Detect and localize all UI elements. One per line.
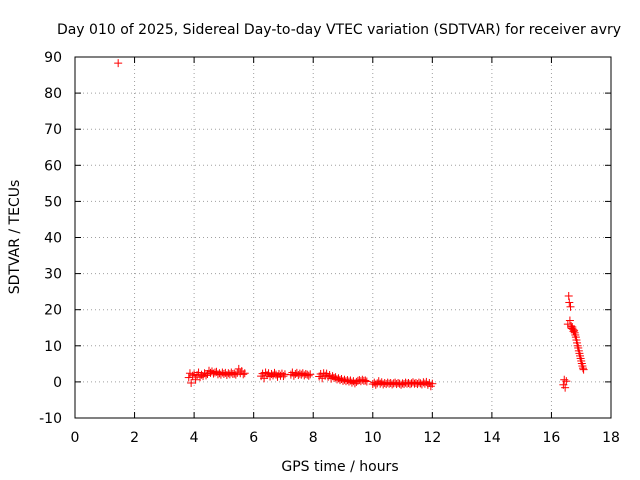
data-point bbox=[561, 383, 570, 392]
x-tick-label: 18 bbox=[602, 430, 620, 446]
y-tick-label: 80 bbox=[44, 86, 62, 102]
x-tick-label: 8 bbox=[309, 430, 318, 446]
data-point bbox=[560, 375, 569, 384]
data-point bbox=[565, 316, 574, 325]
y-tick-label: 20 bbox=[44, 303, 62, 319]
y-tick-label: 50 bbox=[44, 194, 62, 210]
data-point bbox=[564, 291, 573, 300]
chart-title: Day 010 of 2025, Sidereal Day-to-day VTE… bbox=[57, 22, 621, 38]
data-point bbox=[304, 371, 313, 380]
x-axis-label: GPS time / hours bbox=[281, 459, 398, 475]
x-tick-label: 4 bbox=[190, 430, 199, 446]
data-point bbox=[563, 320, 572, 329]
data-points bbox=[114, 59, 588, 392]
data-point bbox=[570, 328, 579, 337]
data-point bbox=[231, 370, 240, 379]
y-tick-labels: -10 0 10 20 30 40 50 60 70 80 90 bbox=[39, 50, 62, 427]
data-point bbox=[362, 377, 371, 386]
data-point bbox=[191, 375, 200, 384]
x-tick-label: 16 bbox=[543, 430, 561, 446]
axis-ticks bbox=[74, 56, 612, 419]
x-tick-labels: 0 2 4 6 8 10 12 14 16 18 bbox=[71, 430, 620, 446]
y-tick-label: -10 bbox=[39, 411, 62, 427]
y-tick-label: 30 bbox=[44, 267, 62, 283]
data-point bbox=[579, 364, 588, 373]
data-point bbox=[187, 378, 196, 387]
data-point bbox=[573, 341, 582, 350]
y-tick-label: 70 bbox=[44, 122, 62, 138]
data-point bbox=[578, 362, 587, 371]
y-axis-label: SDTVAR / TECUs bbox=[7, 180, 23, 295]
data-point bbox=[565, 298, 574, 307]
data-point bbox=[239, 370, 248, 379]
data-point bbox=[571, 330, 580, 339]
data-point bbox=[562, 377, 571, 386]
data-point bbox=[428, 379, 437, 388]
data-point bbox=[569, 327, 578, 336]
y-tick-label: 60 bbox=[44, 158, 62, 174]
data-point bbox=[306, 370, 315, 379]
data-point bbox=[202, 371, 211, 380]
x-tick-label: 0 bbox=[71, 430, 80, 446]
data-point bbox=[240, 369, 249, 378]
x-tick-label: 10 bbox=[364, 430, 382, 446]
x-tick-label: 12 bbox=[423, 430, 441, 446]
data-point bbox=[114, 59, 123, 68]
data-point bbox=[579, 365, 588, 374]
data-point bbox=[361, 376, 370, 385]
x-tick-label: 2 bbox=[130, 430, 139, 446]
x-tick-label: 6 bbox=[249, 430, 258, 446]
data-point bbox=[566, 302, 575, 311]
grid-lines bbox=[75, 57, 611, 418]
x-tick-label: 14 bbox=[483, 430, 501, 446]
data-point bbox=[279, 372, 288, 381]
data-point bbox=[568, 325, 577, 334]
y-tick-label: 40 bbox=[44, 231, 62, 247]
data-point bbox=[184, 373, 193, 382]
y-tick-label: 0 bbox=[53, 375, 62, 391]
y-tick-label: 90 bbox=[44, 50, 62, 66]
data-point bbox=[568, 323, 577, 332]
y-tick-label: 10 bbox=[44, 339, 62, 355]
